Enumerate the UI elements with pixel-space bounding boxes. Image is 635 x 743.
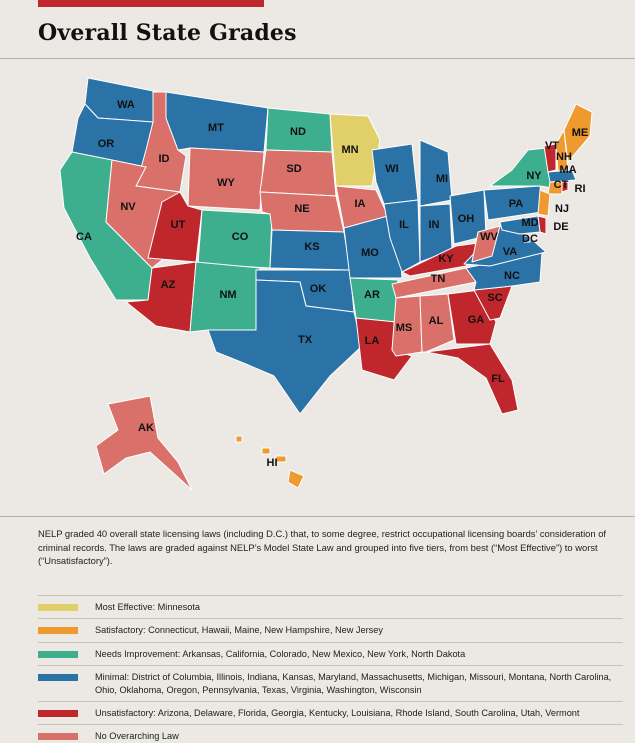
state-label-fl: FL	[491, 373, 505, 385]
state-label-ma: MA	[559, 164, 576, 176]
legend-swatch	[38, 674, 78, 682]
state-hi	[235, 435, 305, 489]
state-label-me: ME	[572, 127, 589, 139]
legend-item-most-effective: Most Effective: Minnesota	[38, 601, 623, 613]
state-label-al: AL	[429, 315, 444, 327]
state-ms	[391, 295, 423, 357]
legend-swatch	[38, 627, 78, 635]
state-label-md: MD	[521, 217, 538, 229]
state-fl	[425, 343, 519, 415]
map-divider	[0, 516, 635, 517]
state-label-tn: TN	[431, 273, 446, 285]
state-label-nd: ND	[290, 126, 306, 138]
page-title: Overall State Grades	[38, 20, 297, 46]
state-label-de: DE	[553, 221, 568, 233]
us-state-grades-map: WA OR CA ID NV MT WY UT CO AZ NM ND SD NE KS OK TX MN IA MO…	[59, 77, 593, 491]
legend-divider	[38, 618, 623, 620]
state-label-ut: UT	[171, 219, 186, 231]
state-nj	[537, 189, 551, 217]
state-wv	[471, 225, 501, 263]
legend-item-unsatisfactory: Unsatisfactory: Arizona, Delaware, Flori…	[38, 707, 623, 719]
state-label-ri: RI	[575, 183, 586, 195]
legend-swatch	[38, 733, 78, 741]
state-label-ia: IA	[355, 198, 366, 210]
state-label-mo: MO	[361, 247, 379, 259]
state-il	[383, 199, 421, 273]
legend-item-satisfactory: Satisfactory: Connecticut, Hawaii, Maine…	[38, 624, 623, 636]
state-ri	[561, 181, 569, 193]
state-label-mi: MI	[436, 173, 448, 185]
state-label-or: OR	[98, 138, 115, 150]
map-description: NELP graded 40 overall state licensing l…	[38, 528, 607, 567]
header-divider	[0, 58, 635, 59]
state-label-sc: SC	[487, 292, 502, 304]
legend-swatch	[38, 604, 78, 611]
state-ny	[489, 147, 553, 189]
state-label-ky: KY	[438, 253, 454, 265]
state-label-ca: CA	[76, 231, 92, 243]
state-md	[499, 215, 541, 235]
legend-divider	[38, 595, 623, 596]
state-ma	[547, 169, 577, 183]
legend-divider	[38, 665, 623, 667]
state-label-mn: MN	[341, 144, 358, 156]
state-ct	[547, 181, 563, 195]
legend-label: Needs Improvement: Arkansas, California,…	[95, 648, 466, 659]
state-label-tx: TX	[298, 334, 313, 346]
state-label-id: ID	[159, 153, 170, 165]
top-accent-bar	[38, 0, 264, 7]
legend-swatch	[38, 650, 78, 658]
state-label-wa: WA	[117, 99, 135, 111]
legend-item-no-overarching-law: No Overarching Law	[38, 730, 623, 742]
legend-item-minimal: Minimal: District of Columbia, Illinois,…	[38, 671, 623, 696]
state-label-dc: DC	[522, 233, 538, 245]
legend-label: Unsatisfactory: Arizona, Delaware, Flori…	[95, 708, 580, 719]
state-label-wy: WY	[217, 177, 235, 189]
state-label-ok: OK	[310, 283, 327, 295]
state-label-nj: NJ	[555, 203, 569, 215]
state-label-ms: MS	[396, 322, 413, 334]
state-label-wi: WI	[385, 163, 398, 175]
legend-swatch	[38, 710, 78, 718]
legend-label: Satisfactory: Connecticut, Hawaii, Maine…	[95, 625, 383, 636]
state-label-hi: HI	[267, 457, 278, 469]
state-dc	[523, 235, 531, 243]
state-label-ar: AR	[364, 289, 380, 301]
state-label-mt: MT	[208, 122, 224, 134]
state-al	[419, 293, 455, 353]
state-label-ak: AK	[138, 422, 154, 434]
state-vt	[543, 143, 557, 173]
state-label-ny: NY	[526, 170, 542, 182]
state-me	[563, 103, 593, 163]
state-label-la: LA	[365, 335, 380, 347]
state-label-ga: GA	[468, 314, 485, 326]
state-label-vt: VT	[545, 140, 559, 152]
state-label-in: IN	[429, 219, 440, 231]
legend-divider	[38, 641, 623, 643]
state-wy	[187, 147, 265, 211]
legend-item-needs-improvement: Needs Improvement: Arkansas, California,…	[38, 648, 623, 660]
state-label-pa: PA	[509, 198, 524, 210]
state-label-il: IL	[399, 219, 409, 231]
state-label-ks: KS	[304, 241, 319, 253]
state-label-va: VA	[503, 246, 518, 258]
state-label-nh: NH	[556, 151, 572, 163]
state-label-ne: NE	[294, 203, 309, 215]
legend: Most Effective: Minnesota Satisfactory: …	[38, 590, 623, 743]
state-ak	[95, 395, 193, 491]
state-label-wv: WV	[480, 231, 498, 243]
state-label-nc: NC	[504, 270, 520, 282]
legend-label: Minimal: District of Columbia, Illinois,…	[95, 672, 612, 695]
legend-divider	[38, 701, 623, 703]
state-label-az: AZ	[161, 279, 176, 291]
legend-divider	[38, 724, 623, 726]
state-label-nm: NM	[219, 289, 236, 301]
state-label-co: CO	[232, 231, 249, 243]
state-label-nv: NV	[120, 201, 136, 213]
legend-label: No Overarching Law	[95, 731, 179, 742]
legend-label: Most Effective: Minnesota	[95, 602, 201, 612]
state-label-ct: CT	[554, 179, 569, 191]
state-label-oh: OH	[458, 213, 475, 225]
state-label-sd: SD	[286, 163, 301, 175]
